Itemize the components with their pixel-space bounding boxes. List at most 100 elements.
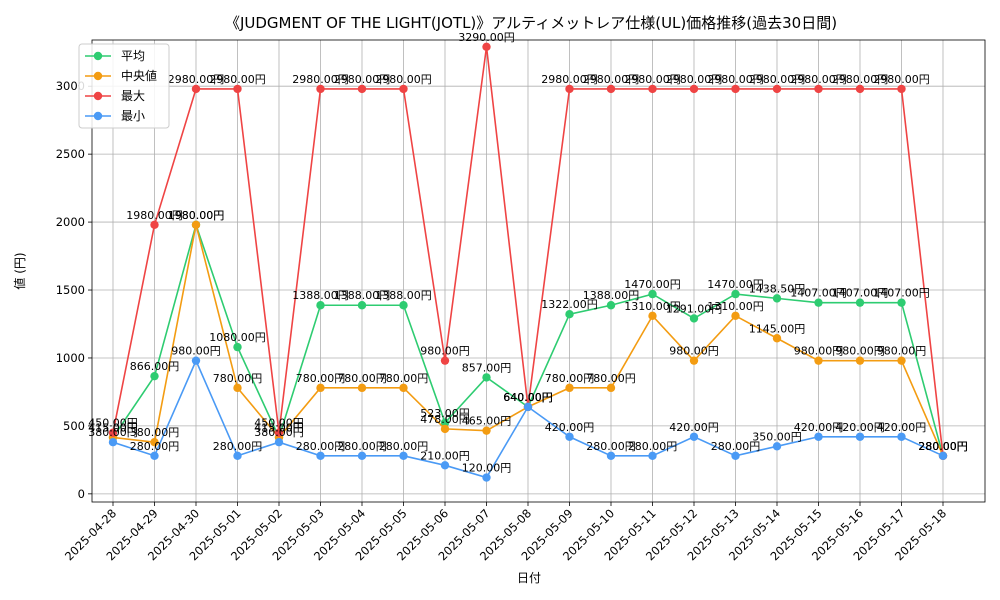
data-point xyxy=(897,84,906,94)
legend-label: 中央値 xyxy=(121,68,157,83)
legend-marker xyxy=(93,91,103,101)
data-label: 3290.00円 xyxy=(458,31,515,44)
data-point xyxy=(316,301,325,310)
data-label: 2980.00円 xyxy=(873,73,930,86)
data-label: 640.00円 xyxy=(503,391,553,404)
data-label: 1407.00円 xyxy=(832,287,889,300)
data-label: 420.00円 xyxy=(794,421,844,434)
legend-label: 最大 xyxy=(121,89,145,103)
data-point xyxy=(274,428,284,437)
data-label: 780.00円 xyxy=(545,372,595,385)
y-tick-label: 1000 xyxy=(56,351,85,365)
data-label: 380.00円 xyxy=(130,426,180,439)
data-point xyxy=(855,84,865,94)
data-label: 2980.00円 xyxy=(168,73,225,86)
data-label: 1310.00円 xyxy=(624,300,681,313)
data-point xyxy=(233,451,242,460)
data-point xyxy=(482,42,491,51)
data-label: 450.00円 xyxy=(254,417,304,430)
data-label: 1407.00円 xyxy=(790,287,847,300)
data-label: 1310.00円 xyxy=(707,300,764,313)
data-label: 2980.00円 xyxy=(790,73,847,86)
data-point xyxy=(731,451,740,460)
axes-layer: 0500100015002000250030002025-04-282025-0… xyxy=(56,39,986,563)
data-label: 2980.00円 xyxy=(624,73,681,86)
data-point xyxy=(399,84,408,94)
data-label: 2980.00円 xyxy=(375,73,432,86)
data-label: 2980.00円 xyxy=(209,73,266,86)
data-point xyxy=(814,356,823,365)
data-label: 415.00円 xyxy=(254,421,304,434)
data-label: 780.00円 xyxy=(296,372,346,385)
data-point xyxy=(233,383,242,393)
data-label: 280.00円 xyxy=(379,440,429,453)
data-label: 2980.00円 xyxy=(583,73,640,86)
data-point xyxy=(565,432,574,441)
data-label: 415.00円 xyxy=(88,421,138,434)
data-label: 980.00円 xyxy=(835,345,885,358)
data-label: 380.00円 xyxy=(88,426,138,439)
data-point xyxy=(606,451,616,460)
data-label: 980.00円 xyxy=(794,345,844,358)
data-point xyxy=(565,310,574,319)
data-label: 120.00円 xyxy=(462,462,512,475)
data-label: 1470.00円 xyxy=(707,278,764,291)
data-point xyxy=(814,432,823,441)
y-tick-label: 2500 xyxy=(56,147,85,161)
y-axis-title: 値 (円) xyxy=(12,252,27,289)
data-point xyxy=(897,432,906,441)
data-label: 780.00円 xyxy=(213,372,263,385)
data-point xyxy=(814,298,823,307)
x-axis-title: 日付 xyxy=(517,571,541,585)
data-point xyxy=(233,342,242,352)
data-point xyxy=(648,311,657,321)
data-label: 780.00円 xyxy=(379,372,429,385)
data-label: 2980.00円 xyxy=(666,73,723,86)
data-label: 280.00円 xyxy=(918,440,968,453)
data-label: 210.00円 xyxy=(420,449,470,462)
y-tick-label: 1500 xyxy=(56,283,85,297)
data-label: 1145.00円 xyxy=(749,322,806,335)
series-layer xyxy=(108,42,948,482)
data-point xyxy=(440,418,450,427)
data-label: 280.00円 xyxy=(711,440,761,453)
data-point xyxy=(316,383,325,393)
data-point xyxy=(150,371,159,381)
data-point xyxy=(731,84,740,94)
data-label: 1980.00円 xyxy=(168,209,225,222)
data-label: 280.00円 xyxy=(918,440,968,453)
data-label: 465.00円 xyxy=(462,415,512,428)
data-label: 420.00円 xyxy=(835,421,885,434)
data-point xyxy=(772,84,782,94)
data-point xyxy=(440,461,450,470)
data-label: 280.00円 xyxy=(586,440,636,453)
data-point xyxy=(731,289,740,299)
data-point xyxy=(482,426,491,435)
data-labels-layer: 415.00円 866.00円 1980.00円 1080.00円 415.00円 138… xyxy=(88,31,968,475)
y-tick-label: 2000 xyxy=(56,215,85,229)
data-label: 2980.00円 xyxy=(334,73,391,86)
data-point xyxy=(399,383,408,393)
data-point xyxy=(689,432,699,441)
data-point xyxy=(357,383,367,393)
data-point xyxy=(565,383,574,393)
data-label: 980.00円 xyxy=(420,345,470,358)
y-tick-label: 0 xyxy=(78,487,85,501)
data-label: 380.00円 xyxy=(254,426,304,439)
y-tick-label: 3000 xyxy=(56,79,85,93)
data-point xyxy=(191,84,201,94)
data-label: 1470.00円 xyxy=(624,278,681,291)
data-label: 1388.00円 xyxy=(334,289,391,302)
data-label: 280.00円 xyxy=(628,440,678,453)
data-point xyxy=(814,84,823,94)
data-point xyxy=(897,298,906,307)
data-label: 350.00円 xyxy=(752,430,802,443)
data-point xyxy=(938,451,948,460)
data-label: 415.00円 xyxy=(88,421,138,434)
legend-marker xyxy=(93,51,103,61)
data-label: 280.00円 xyxy=(130,440,180,453)
data-point xyxy=(606,301,616,310)
data-point xyxy=(357,451,367,460)
